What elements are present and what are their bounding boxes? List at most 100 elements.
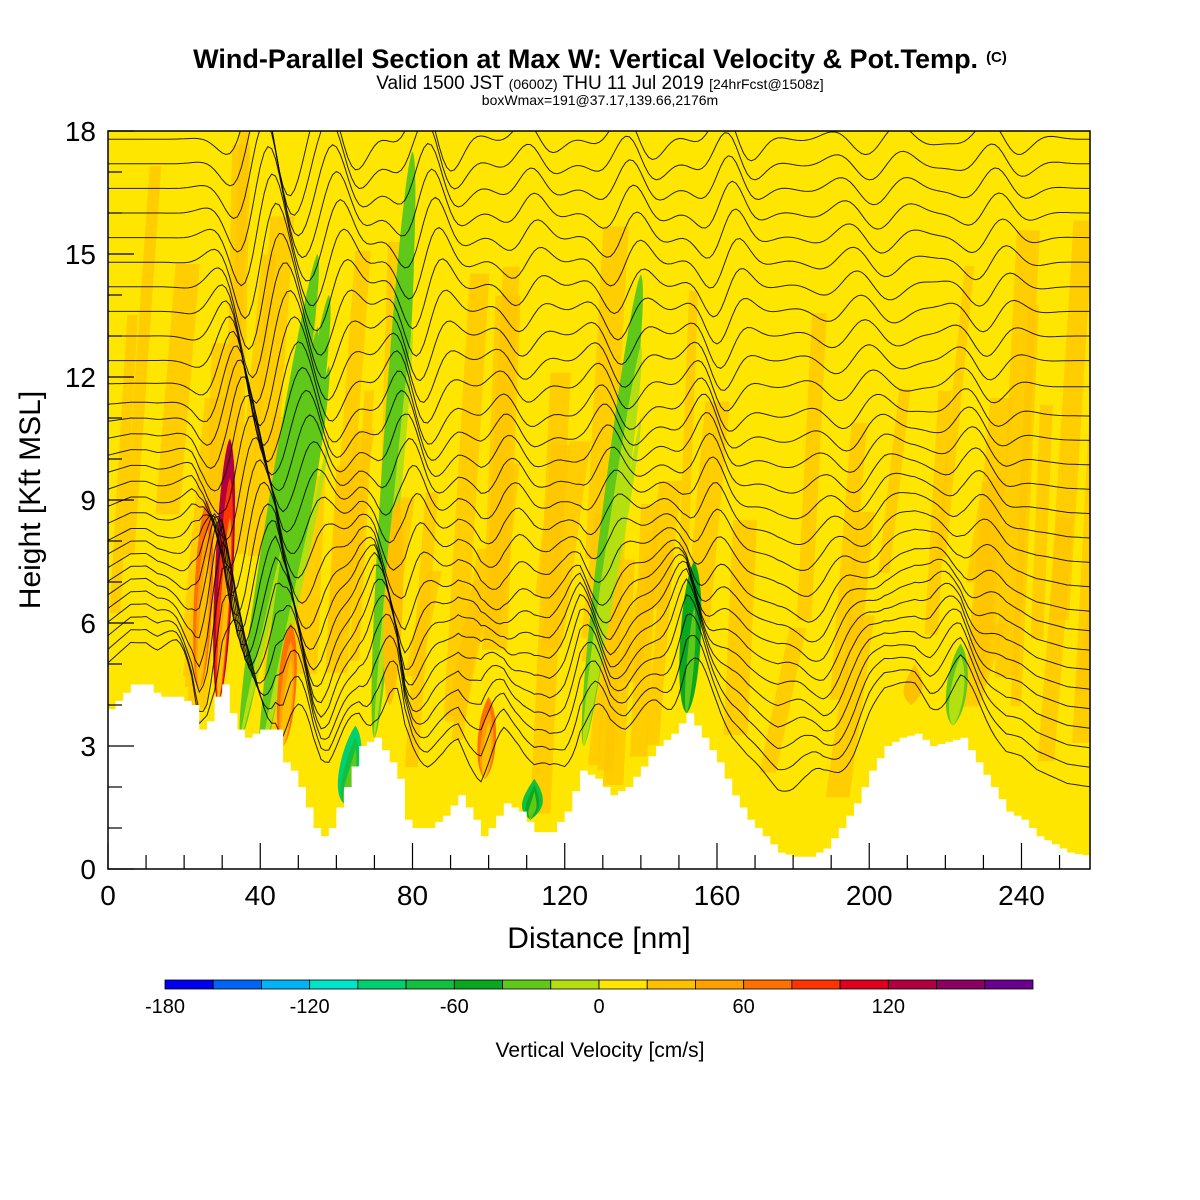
y-tick-label: 18 [65, 116, 96, 147]
colorbar-swatch [357, 979, 407, 990]
isentrope-line [108, 541, 1090, 732]
potential-temperature-contours [108, 131, 1090, 792]
isentrope-line [108, 173, 1090, 287]
y-tick-label: 6 [80, 608, 96, 639]
weak-ascent-streak [588, 579, 617, 765]
weak-ascent-streak [109, 315, 138, 614]
downdraft-cell [951, 668, 963, 726]
colorbar-swatch [598, 979, 648, 990]
isentrope-line [108, 376, 1090, 492]
colorbar-tick-label: 60 [733, 996, 755, 1018]
isentrope-line [108, 515, 1090, 687]
y-tick-label: 3 [80, 731, 96, 762]
colorbar-swatch [550, 979, 600, 990]
isentrope-line [108, 145, 1090, 259]
colorbar-swatch [936, 979, 986, 990]
weak-ascent-streak [1074, 600, 1090, 693]
x-axis: 0 40 80 120 160 200 240 [100, 843, 1061, 911]
x-tick-label: 0 [100, 880, 116, 911]
downdraft-cell [685, 607, 696, 714]
colorbar-swatch [984, 979, 1034, 990]
x-axis-label: Distance [nm] [507, 922, 690, 955]
weak-ascent-streak [1030, 404, 1053, 639]
vertical-velocity-cells [193, 151, 968, 820]
weak-ascent-streak [966, 481, 1000, 583]
colorbar-swatch [212, 979, 262, 990]
chart-title-text: Wind-Parallel Section at Max W: Vertical… [193, 44, 979, 74]
colorbar-tick-label: 120 [872, 996, 905, 1018]
downdraft-cell [259, 365, 330, 767]
isentrope-line [108, 290, 1090, 404]
weak-ascent-streak [585, 226, 629, 559]
y-tick-label: 12 [65, 362, 96, 393]
weak-ascent-streak [924, 390, 952, 635]
colorbar-tick-label: -180 [145, 996, 185, 1018]
colorbar-swatch [791, 979, 841, 990]
weak-ascent-streak [825, 615, 875, 798]
valid-time-utc: (0600Z) [508, 76, 558, 92]
terrain-mask [108, 684, 1090, 869]
colorbar-swatch [695, 979, 745, 990]
y-tick-label: 15 [65, 239, 96, 270]
weak-ascent-streak [349, 390, 375, 661]
downdraft-cell [583, 415, 642, 746]
isentrope-line [108, 503, 1090, 631]
colorbar-tick-label: -60 [440, 996, 469, 1018]
forecast-info: [24hrFcst@1508z] [709, 76, 824, 92]
downdraft-cell [582, 345, 642, 746]
chart-subtitle: Valid 1500 JST (0600Z) THU 11 Jul 2019 [… [0, 73, 1200, 95]
weak-ascent-streak [1049, 220, 1090, 621]
x-tick-label: 40 [245, 880, 276, 911]
y-tick-label: 9 [80, 485, 96, 516]
isentrope-line [108, 618, 1090, 792]
isentrope-line [108, 131, 1090, 216]
weak-ascent-streak [484, 266, 520, 638]
weak-ascent-streak [443, 273, 490, 717]
colorbar-label: Vertical Velocity [cm/s] [496, 1039, 705, 1062]
colorbar-swatch [502, 979, 552, 990]
isentrope-line [108, 359, 1090, 476]
isentrope-line [108, 345, 1090, 463]
colorbar-swatch [405, 979, 455, 990]
colorbar-swatch [309, 979, 359, 990]
colorbar-swatch [164, 979, 214, 990]
weak-ascent-streak [679, 290, 699, 555]
y-axis: 0 3 6 9 12 15 18 [65, 116, 134, 885]
downdraft-cell [260, 436, 330, 767]
weak-ascent-streak [936, 265, 975, 559]
isentrope-line [108, 131, 1090, 237]
updraft-cell [483, 733, 490, 779]
isentrope-line [108, 315, 1090, 427]
box-wmax-info: boxWmax=191@37.17,139.66,2176m [481, 92, 719, 108]
colorbar-swatch [743, 979, 793, 990]
isentrope-line [108, 514, 1090, 654]
colorbar: -180 -120 -60 0 60 120 [145, 979, 1034, 1018]
copyright-mark: (C) [986, 49, 1007, 66]
x-tick-label: 240 [998, 880, 1045, 911]
downdraft-cell [528, 791, 537, 820]
weak-ascent-streak [488, 463, 520, 612]
updraft-cell [282, 678, 292, 746]
isentrope-line [108, 202, 1090, 320]
weak-ascent-streak [530, 372, 571, 814]
isentrope-line [108, 262, 1090, 379]
weak-ascent-streak [830, 423, 868, 700]
isentrope-line [108, 481, 1090, 605]
weak-ascent-streak [630, 503, 659, 757]
isentrope-line [108, 566, 1090, 750]
updraft-cell [217, 556, 231, 701]
isentrope-line [108, 519, 1090, 704]
x-tick-label: 80 [397, 880, 428, 911]
updraft-cell [388, 592, 398, 705]
colorbar-tick-label: -120 [290, 996, 330, 1018]
valid-time: Valid 1500 JST [376, 73, 504, 94]
weak-ascent-streak [723, 520, 757, 735]
weak-ascent-streak [603, 559, 636, 786]
weak-ascent-streak [878, 388, 911, 573]
updraft-cell [909, 682, 917, 705]
plot-area [107, 130, 1091, 870]
x-tick-label: 200 [846, 880, 893, 911]
colorbar-swatch [453, 979, 503, 990]
colorbar-swatch [646, 979, 696, 990]
